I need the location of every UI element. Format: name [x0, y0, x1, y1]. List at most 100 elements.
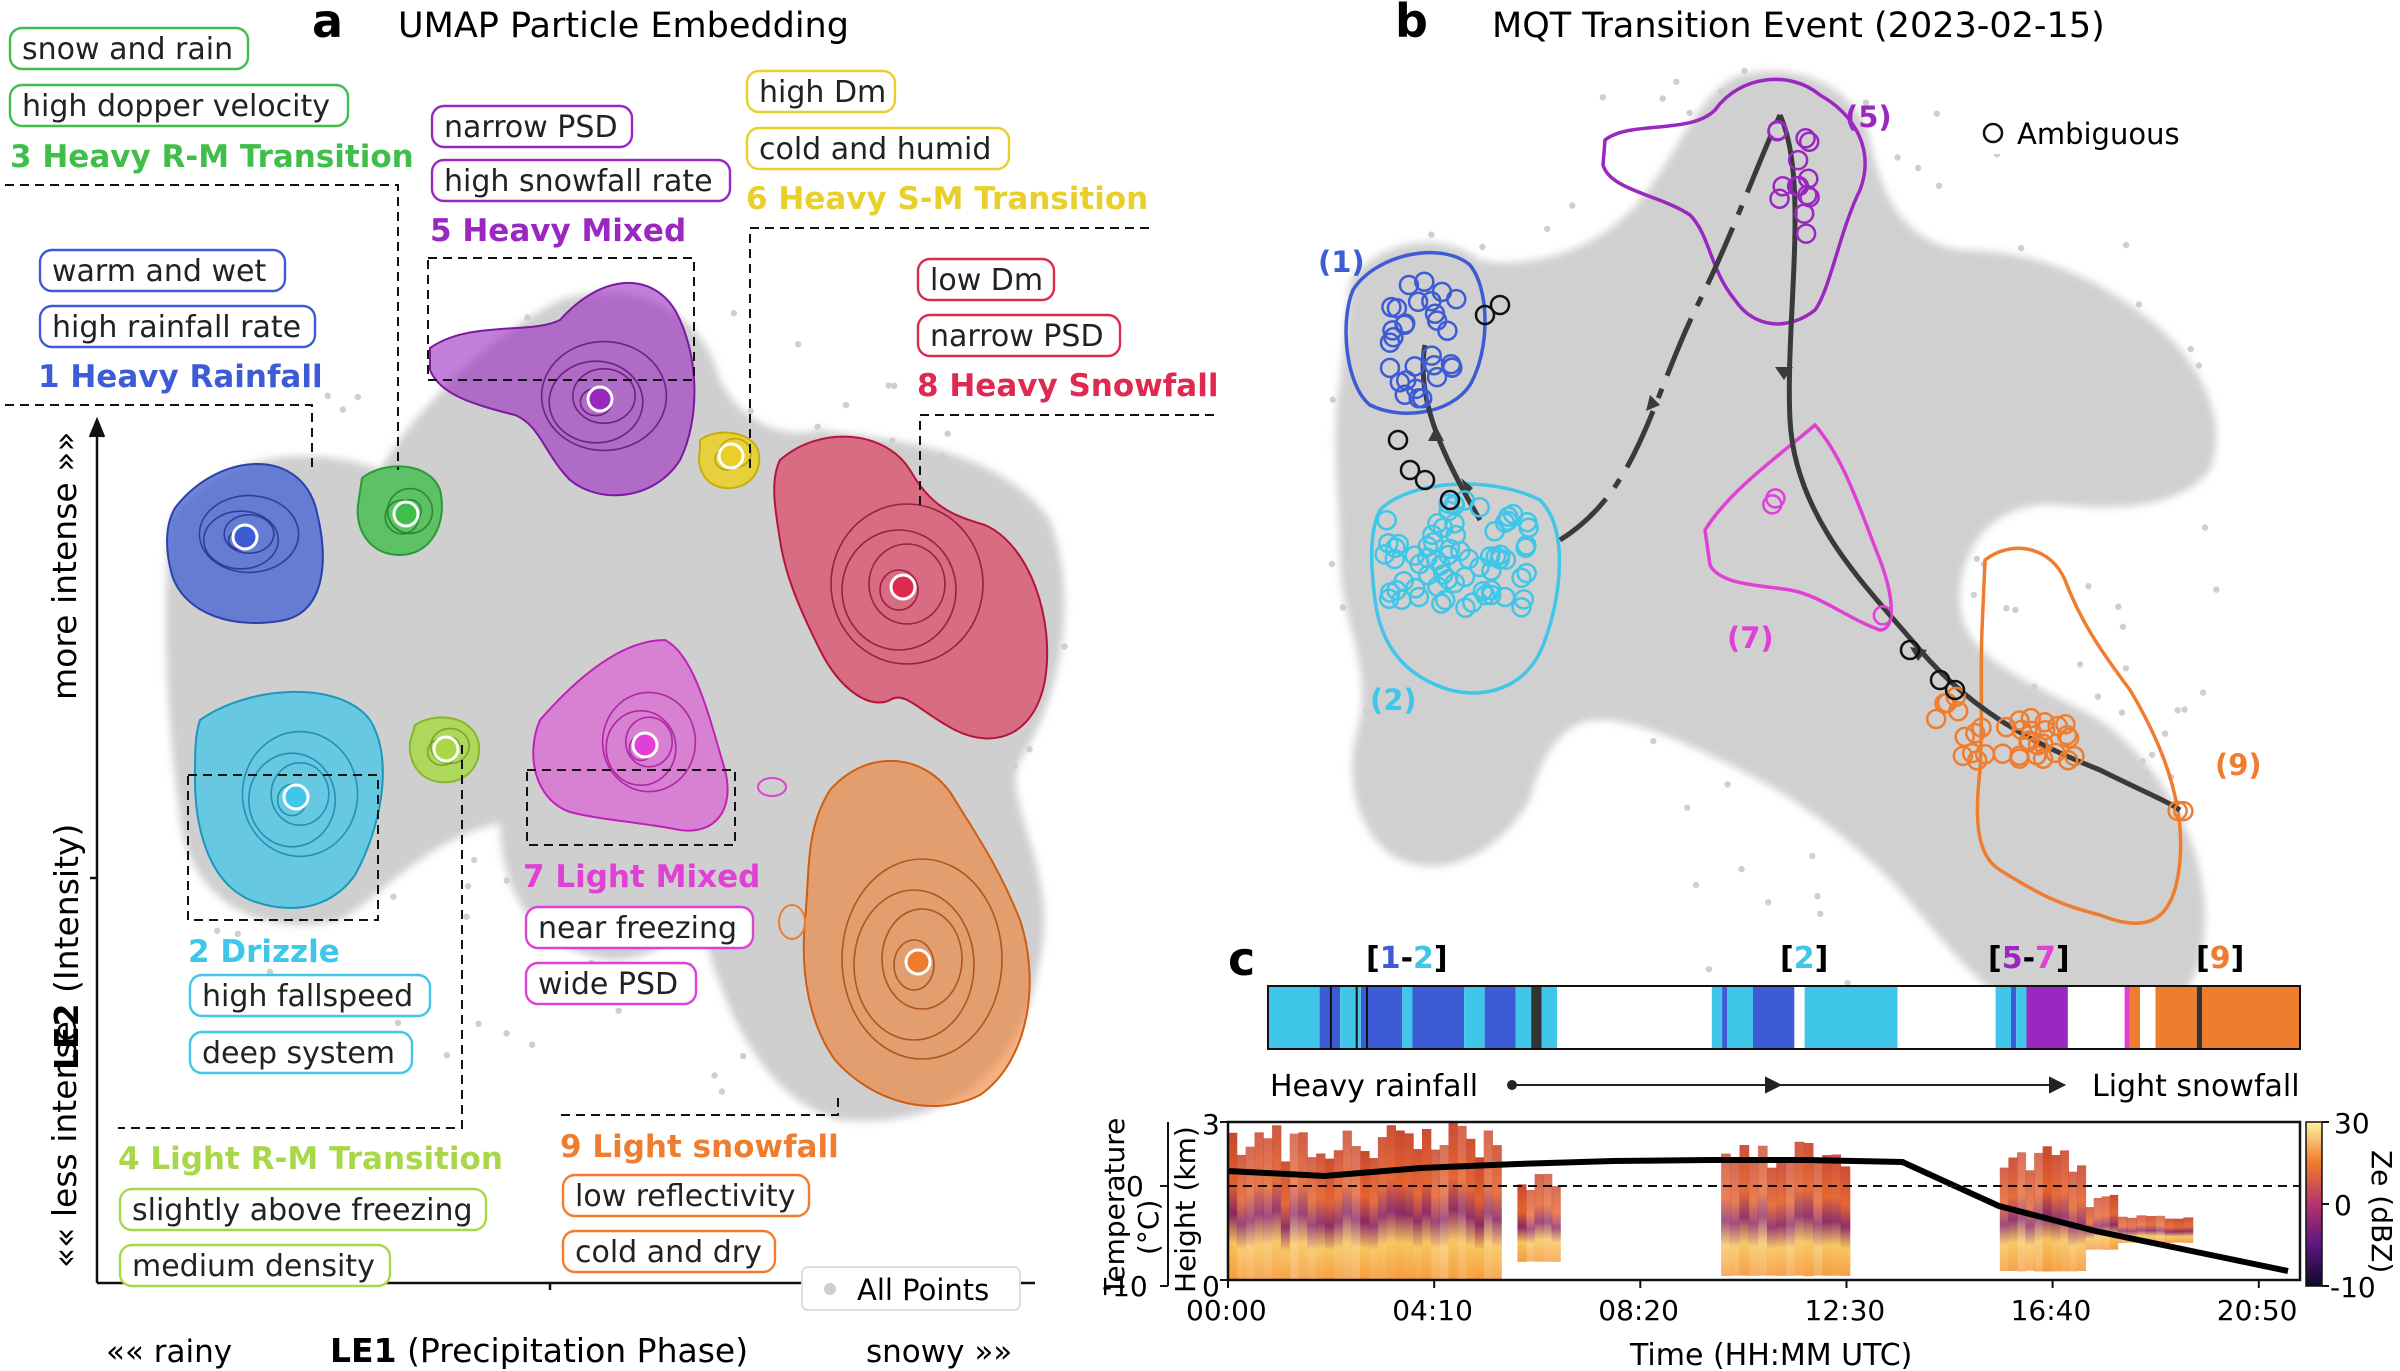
point — [891, 382, 898, 389]
panel-b: b MQT Transition Event (2023-02-15) — [1318, 0, 2262, 1034]
point — [997, 861, 1005, 868]
point — [266, 968, 274, 975]
event-point — [1394, 384, 1416, 406]
point — [1711, 676, 1718, 683]
timeline-segment — [2124, 986, 2130, 1049]
point — [1428, 231, 1435, 238]
cluster-7-satellite — [757, 777, 787, 797]
temp-tick-neg10: -10 — [1102, 1270, 1148, 1303]
heatmap-column — [1439, 1145, 1449, 1281]
tag-cluster-7: 7 Light Mixed — [523, 859, 760, 895]
bracket-5-7: [5-7] — [1988, 941, 2070, 976]
event-point — [1408, 586, 1430, 608]
point — [2031, 683, 2038, 690]
event-point — [1405, 378, 1427, 400]
point — [1019, 870, 1026, 878]
contour — [853, 889, 975, 1041]
tag-cluster-7-chips: near freezing wide PSD — [524, 905, 755, 1006]
point — [2101, 491, 2109, 498]
centroid-9 — [904, 948, 932, 976]
heatmap-column — [2068, 1171, 2078, 1272]
heatmap-column — [1360, 1151, 1370, 1281]
point — [1983, 384, 1990, 391]
point — [580, 613, 587, 620]
point — [1405, 462, 1413, 469]
point — [846, 741, 853, 749]
heatmap-column — [2077, 1165, 2087, 1271]
timeline-segment — [2155, 986, 2197, 1049]
event-point — [1515, 537, 1536, 558]
point — [740, 1052, 747, 1060]
svg-text:high dopper velocity: high dopper velocity — [22, 89, 330, 124]
timeline-segment — [1515, 986, 1532, 1049]
point — [1570, 358, 1578, 365]
time-axis-label: Time (HH:MM UTC) — [1629, 1338, 1912, 1371]
event-point — [2055, 713, 2076, 735]
point — [1539, 580, 1547, 587]
point — [1553, 655, 1561, 663]
event-point — [1494, 586, 1516, 608]
point — [2201, 524, 2209, 531]
point — [763, 724, 770, 731]
heatmap-column — [2127, 1217, 2137, 1243]
ambiguous-point — [1929, 669, 1951, 691]
tag-cluster-5: narrow PSD high snowfall rate 5 Heavy Mi… — [430, 104, 732, 249]
point — [939, 452, 946, 460]
point — [1738, 866, 1745, 873]
heatmap-column — [1813, 1161, 1823, 1276]
point — [1930, 847, 1937, 854]
point — [1468, 396, 1476, 404]
heatmap-column — [1776, 1163, 1786, 1276]
centroids — [231, 385, 932, 976]
point — [823, 733, 830, 740]
event-point — [1444, 513, 1465, 534]
cluster-5-region — [429, 281, 696, 497]
timeline-tick — [1329, 986, 1332, 1049]
event-point — [1422, 524, 1443, 546]
tag-cluster-2: 2 Drizzle high fallspeed deep system — [188, 934, 432, 1075]
point — [1356, 596, 1364, 603]
point — [1888, 217, 1896, 224]
ze-colorbar: 30 0 -10 Ze (dBZ) — [2305, 1107, 2398, 1304]
point — [2137, 804, 2145, 811]
heatmap-column — [1457, 1125, 1467, 1281]
point — [1973, 555, 1981, 563]
panel-a: a UMAP Particle Embedding — [5, 0, 1218, 1370]
point — [797, 882, 804, 889]
point — [1754, 490, 1762, 498]
point — [1686, 506, 1693, 513]
point — [1392, 421, 1399, 428]
event-point — [2058, 727, 2080, 749]
progress-arrow — [1507, 1076, 2067, 1094]
cluster-9-name: 9 Light snowfall — [560, 1129, 839, 1165]
event-point — [1945, 686, 1967, 708]
event-point — [2018, 731, 2039, 752]
heatmap-column — [1492, 1145, 1502, 1281]
point — [1914, 164, 1922, 172]
bracket-1-2: [1-2] — [1366, 941, 1448, 976]
timeline-segment — [1727, 986, 1753, 1049]
point — [1673, 78, 1680, 86]
point — [1844, 979, 1851, 987]
event-point — [1798, 168, 1819, 189]
point — [480, 630, 487, 637]
cluster-5-name: 5 Heavy Mixed — [430, 213, 686, 249]
point — [2072, 389, 2079, 397]
point — [1727, 415, 1735, 422]
event-point — [1379, 582, 1401, 603]
event-point — [1872, 605, 1894, 626]
contour — [830, 503, 984, 665]
event-point — [1450, 540, 1471, 562]
point — [1397, 358, 1404, 365]
event-point — [1446, 288, 1467, 310]
heatmap-column — [1395, 1130, 1405, 1281]
contour — [540, 340, 668, 452]
heatmap-column — [1325, 1158, 1335, 1281]
point — [339, 406, 346, 413]
event-point — [2064, 745, 2085, 767]
point — [2076, 661, 2084, 668]
y-bottom-label: «« less intense — [45, 1021, 84, 1268]
point — [724, 813, 732, 820]
point — [1853, 457, 1861, 464]
point — [1428, 658, 1436, 666]
